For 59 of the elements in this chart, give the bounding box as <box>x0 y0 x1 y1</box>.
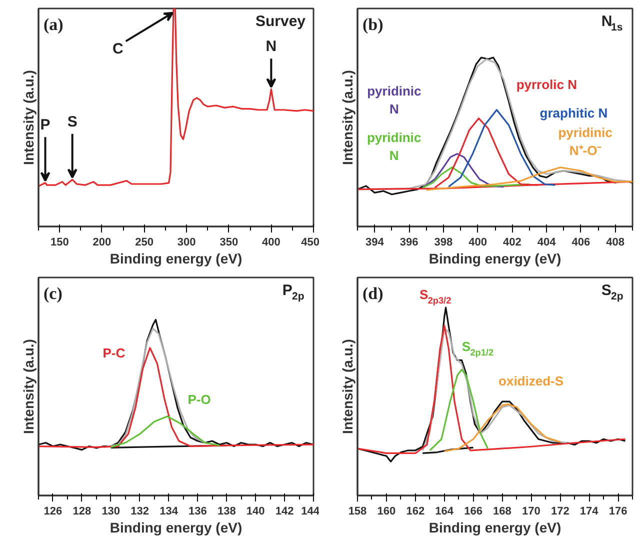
annotation: P <box>40 116 50 134</box>
x-tick-label: 142 <box>275 506 294 518</box>
x-axis-title: Binding energy (eV) <box>110 250 242 266</box>
x-tick-label: 176 <box>608 506 628 518</box>
x-tick-label: 168 <box>493 506 512 518</box>
annotation: S <box>67 113 78 130</box>
x-tick-label: 398 <box>434 236 453 248</box>
text: pyridinic N <box>367 83 422 116</box>
x-tick-label: 170 <box>522 506 540 518</box>
x-tick-label: 132 <box>130 506 149 518</box>
x-axis-title: Binding energy (eV) <box>110 520 242 536</box>
x-tick-label: 350 <box>220 236 238 248</box>
x-tick-label: 174 <box>580 506 600 518</box>
y-axis-title: Intensity (a.u.) <box>20 70 36 165</box>
text: graphitic N <box>540 105 608 120</box>
annotation: C <box>112 40 124 58</box>
x-tick-label: 408 <box>606 236 624 248</box>
x-tick-label: 130 <box>102 506 120 518</box>
x-tick-label: 162 <box>406 506 425 518</box>
y-axis-title: Intensity (a.u.) <box>340 70 356 165</box>
x-tick-label: 450 <box>301 236 320 248</box>
series-label: P-C <box>102 345 126 360</box>
series-label: P-O <box>188 392 211 407</box>
chart-subtitle: Survey <box>255 13 306 30</box>
x-tick-label: 400 <box>468 236 487 248</box>
x-tick-label: 126 <box>44 506 62 518</box>
x-tick-label: 402 <box>503 236 522 248</box>
y-axis-title: Intensity (a.u.) <box>20 339 36 434</box>
x-tick-label: 158 <box>348 506 367 518</box>
x-axis-title: Binding energy (eV) <box>428 250 562 266</box>
x-tick-label: 200 <box>92 236 112 248</box>
chart-title: (b) <box>362 15 384 34</box>
x-tick-label: 250 <box>135 236 154 248</box>
x-tick-label: 300 <box>177 236 196 248</box>
x-tick-label: 394 <box>366 236 385 248</box>
x-tick-label: 400 <box>262 236 280 248</box>
x-tick-label: 164 <box>435 506 454 518</box>
x-tick-label: 128 <box>72 506 92 518</box>
x-tick-label: 138 <box>217 506 236 518</box>
series-label: pyridinic N⁺-O⁻ <box>558 124 612 158</box>
chart-title: (d) <box>362 284 384 303</box>
annotation: N <box>266 38 277 56</box>
series-label: oxidized-S <box>498 374 564 389</box>
x-tick-label: 404 <box>537 236 557 248</box>
series-label: pyridinic N <box>366 130 422 163</box>
y-axis-title: Intensity (a.u.) <box>340 339 356 434</box>
x-tick-label: 406 <box>572 236 590 248</box>
x-tick-label: 136 <box>188 506 207 518</box>
x-tick-label: 172 <box>550 506 570 518</box>
x-tick-label: 396 <box>400 236 418 248</box>
x-tick-label: 140 <box>246 506 265 518</box>
x-tick-label: 160 <box>377 506 396 518</box>
chart-title: (a) <box>44 15 64 34</box>
x-tick-label: 166 <box>464 506 482 518</box>
x-tick-label: 134 <box>160 506 179 518</box>
chart-title: (c) <box>44 284 62 303</box>
text: pyrrolic N <box>516 76 578 92</box>
x-axis-title: Binding energy (eV) <box>428 520 562 536</box>
x-tick-label: 150 <box>50 236 69 248</box>
